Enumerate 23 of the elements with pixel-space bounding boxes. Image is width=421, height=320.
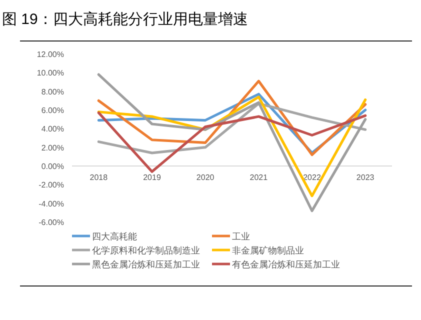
x-tick-label: 2020 bbox=[196, 173, 215, 182]
y-tick-label: 4.00% bbox=[41, 124, 64, 134]
y-tick-label: -6.00% bbox=[38, 218, 64, 227]
y-tick-label: 12.00% bbox=[36, 50, 64, 59]
y-tick-label: 2.00% bbox=[41, 143, 64, 152]
y-tick-label: -4.00% bbox=[38, 199, 64, 208]
chart-title: 图 19：四大高耗能分行业用电量增速 bbox=[2, 11, 248, 28]
x-tick-label: 2021 bbox=[250, 173, 268, 182]
y-tick-label: 10.00% bbox=[36, 68, 64, 78]
y-tick-label: 0.00% bbox=[41, 162, 64, 171]
legend-label: 四大高耗能 bbox=[92, 232, 137, 242]
legend-label: 有色金属冶炼和压延加工业 bbox=[232, 260, 340, 270]
legend-label: 工业 bbox=[232, 232, 250, 242]
y-tick-label: -2.00% bbox=[38, 180, 64, 190]
y-tick-label: 6.00% bbox=[41, 106, 64, 115]
x-tick-label: 2019 bbox=[143, 173, 162, 182]
legend-label: 非金属矿物制品业 bbox=[232, 246, 304, 256]
x-tick-label: 2023 bbox=[356, 173, 375, 182]
legend-label: 黑色金属冶炼和压延加工业 bbox=[92, 260, 200, 270]
legend-label: 化学原料和化学制品制造业 bbox=[92, 246, 200, 256]
x-tick-label: 2022 bbox=[303, 173, 322, 182]
y-tick-label: 8.00% bbox=[41, 87, 64, 96]
x-tick-label: 2018 bbox=[90, 173, 108, 182]
